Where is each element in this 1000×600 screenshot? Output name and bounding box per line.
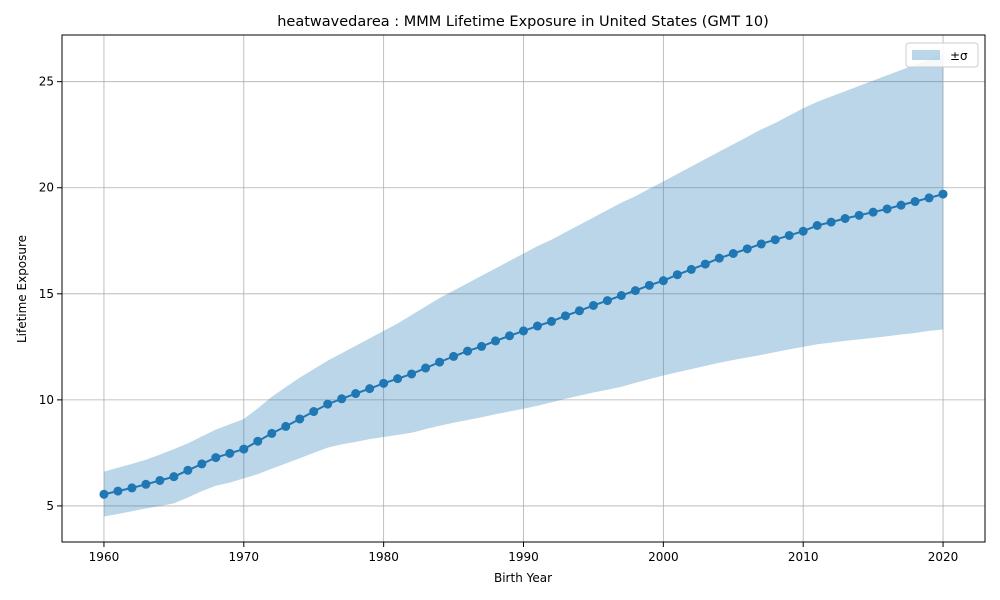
std-band [103,54,944,517]
mean-point [546,316,556,326]
mean-point [267,428,277,438]
mean-point [323,399,333,409]
mean-point [714,253,724,263]
mean-point [686,264,696,274]
mean-point [728,248,738,258]
mean-point [784,230,794,240]
mean-point [532,321,542,331]
mean-point [211,453,221,463]
mean-point [938,189,948,199]
mean-point [868,207,878,217]
y-axis-ticks: 5 10 15 20 25 [39,75,62,513]
mean-point [826,217,836,227]
mean-point [519,326,528,336]
mean-point [505,331,515,341]
mean-point [896,200,906,210]
mean-point [309,407,319,417]
mean-point [560,311,570,321]
mean-point [854,210,864,220]
mean-point [840,213,850,223]
y-tick-label: 15 [39,287,54,301]
mean-point [155,475,165,485]
mean-point [477,341,487,351]
mean-point [924,193,934,203]
mean-point [756,239,766,249]
mean-point [602,296,612,306]
mean-point [812,220,822,230]
mean-point [798,226,808,236]
mean-point [616,291,626,301]
mean-point [127,483,137,493]
mean-point [393,374,403,384]
mean-point [281,421,291,431]
mean-point [700,259,710,269]
chart-title: heatwavedarea : MMM Lifetime Exposure in… [277,14,769,30]
mean-point [435,357,445,367]
mean-point [239,444,249,454]
mean-point [449,351,459,361]
legend-swatch-band [912,50,940,60]
y-tick-label: 25 [39,75,54,89]
mean-point [379,378,389,388]
y-tick-label: 10 [39,393,54,407]
x-tick-label: 2000 [648,550,679,564]
mean-point [183,465,193,475]
mean-point [99,489,109,499]
x-axis-ticks: 1960 1970 1980 1990 2000 2010 2020 [89,542,959,564]
mean-point [295,414,305,424]
x-tick-label: 2010 [788,550,819,564]
mean-point [491,336,501,346]
mean-point [742,244,752,254]
mean-point [882,204,892,214]
mean-point [588,300,598,310]
y-tick-label: 20 [39,181,54,195]
mean-point [630,286,640,296]
mean-point [365,384,375,394]
y-axis-label: Lifetime Exposure [15,235,29,343]
x-tick-label: 1970 [229,550,260,564]
mean-point [337,394,347,404]
mean-point [770,235,780,245]
mean-point [141,479,151,489]
mean-point [197,459,207,469]
mean-point [113,486,123,496]
legend-box [905,42,979,68]
grid [62,35,985,542]
y-tick-label: 5 [46,499,54,513]
x-axis-label: Birth Year [494,571,552,585]
mean-point [225,448,235,458]
x-tick-label: 1990 [508,550,539,564]
legend: ±σ [905,42,979,68]
mean-point [407,369,417,379]
mean-point [421,363,431,373]
x-tick-label: 1980 [368,550,399,564]
mean-point [169,472,179,482]
x-tick-label: 2020 [928,550,959,564]
legend-label-band: ±σ [950,49,968,63]
mean-point [672,270,682,280]
mean-point [253,436,263,446]
mean-point [658,276,668,286]
mean-point [351,389,361,399]
mean-point [910,197,920,207]
x-tick-label: 1960 [89,550,120,564]
mean-point [463,346,473,356]
mean-point [644,280,654,290]
mean-points [99,189,948,499]
mean-point [574,306,584,316]
